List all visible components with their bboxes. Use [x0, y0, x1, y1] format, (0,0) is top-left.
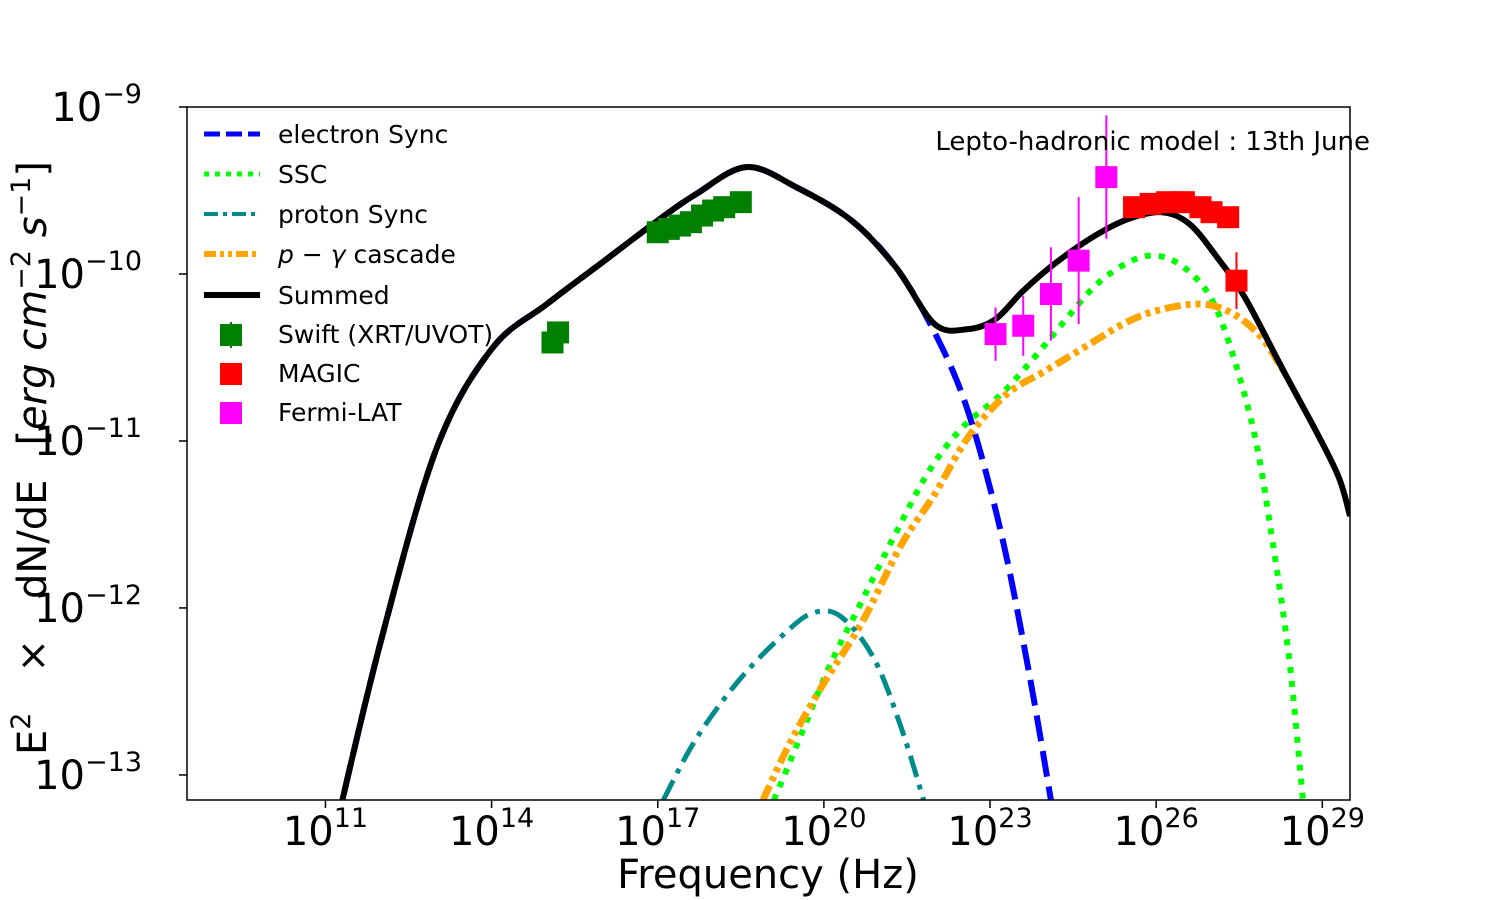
- model-annotation: Lepto-hadronic model : 13th June: [935, 127, 1370, 157]
- magic-point: [1123, 196, 1146, 219]
- legend: electron Sync SSC proton Sync p − γ casc…: [204, 120, 493, 427]
- y-label-times: ×: [10, 639, 56, 673]
- legend-label-electron-sync: electron Sync: [278, 120, 448, 149]
- x-tick-label: 1020: [781, 803, 866, 855]
- y-label-close-bracket: ]: [10, 161, 56, 177]
- series-electron-sync-line: [339, 164, 1054, 800]
- y-label-units-exp1: −2: [6, 250, 37, 290]
- y-label-e-exp: 2: [6, 713, 37, 730]
- legend-label-ssc: SSC: [278, 160, 327, 189]
- x-tick-label: 1011: [283, 803, 368, 855]
- magic-point: [1200, 201, 1223, 224]
- legend-marker-swift: [220, 324, 242, 346]
- x-axis-label: Frequency (Hz): [617, 852, 919, 898]
- y-tick-label: 10−10: [34, 246, 142, 298]
- swift-xrt-uvot-point: [547, 321, 570, 344]
- fermi-lat-point: [1012, 314, 1035, 337]
- magic-point: [1156, 191, 1179, 214]
- y-tick-label: 10−12: [34, 580, 142, 632]
- legend-label-magic: MAGIC: [278, 359, 360, 388]
- x-tick-label: 1026: [1114, 803, 1199, 855]
- y-axis-label: E2 × dN/dE [erg cm−2 s−1]: [6, 161, 56, 755]
- y-tick-label: 10−9: [51, 79, 142, 131]
- x-tick-label: 1029: [1280, 803, 1365, 855]
- y-label-e: E: [10, 730, 56, 755]
- magic-point: [1139, 192, 1162, 215]
- swift-xrt-uvot-point: [729, 191, 752, 214]
- fermi-lat-point: [984, 323, 1007, 346]
- y-tick-label: 10−13: [34, 747, 142, 799]
- legend-label-fermi: Fermi-LAT: [278, 398, 402, 427]
- plot-frame: [186, 106, 1351, 801]
- data-points-layer: [541, 115, 1248, 361]
- y-label-units: erg cm: [10, 290, 56, 430]
- fermi-lat-point: [1067, 249, 1090, 272]
- legend-marker-fermi: [220, 402, 242, 424]
- fermi-lat-point: [1039, 283, 1062, 306]
- y-axis-ticks: 10−9 10−10 10−11 10−12 10−13: [34, 79, 187, 799]
- legend-label-proton-sync: proton Sync: [278, 200, 428, 229]
- magic-point: [1225, 269, 1248, 292]
- y-label-units-s: s: [10, 216, 56, 250]
- series-layer: [339, 164, 1350, 800]
- legend-label-p-gamma-cascade: p − γ cascade: [277, 240, 456, 269]
- y-tick-label: 10−11: [34, 413, 142, 465]
- y-label-open-bracket: [: [10, 430, 56, 446]
- x-axis-ticks: 1011 1014 1017 1020 1023 1026 1029: [283, 800, 1365, 855]
- fermi-lat-point: [1095, 166, 1118, 189]
- legend-marker-magic: [220, 363, 242, 385]
- magic-point: [1172, 191, 1195, 214]
- magic-point: [1217, 206, 1240, 229]
- series-summed-line: [339, 164, 1350, 800]
- y-label-units-exp2: −1: [6, 177, 37, 217]
- x-tick-label: 1017: [615, 803, 700, 855]
- swift-xrt-uvot-point: [713, 196, 736, 219]
- series-proton-sync-line: [661, 608, 926, 800]
- x-tick-label: 1014: [449, 803, 534, 855]
- y-label-dnde: dN/dE: [10, 480, 56, 599]
- legend-label-summed: Summed: [278, 281, 390, 310]
- series-p-gamma-cascade-line: [759, 300, 1287, 800]
- x-tick-label: 1023: [947, 803, 1032, 855]
- legend-label-swift: Swift (XRT/UVOT): [278, 320, 493, 349]
